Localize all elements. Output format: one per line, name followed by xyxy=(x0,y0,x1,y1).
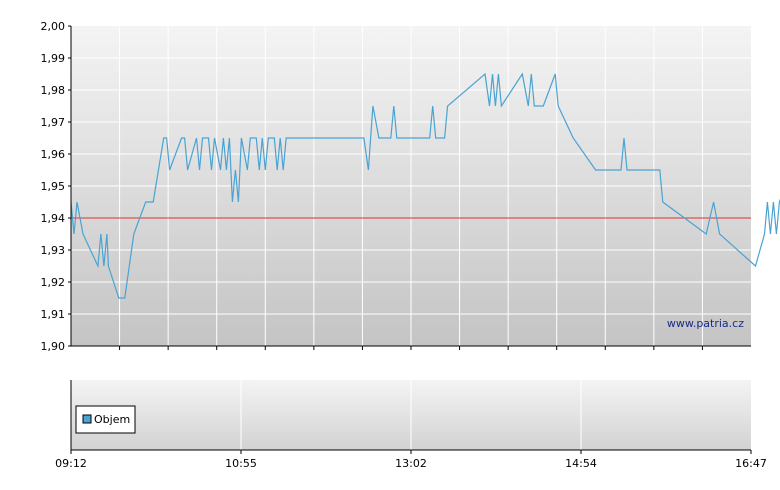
price-grid xyxy=(71,26,751,346)
volume-grid xyxy=(240,380,582,450)
x-tick-label: 16:47 xyxy=(735,457,767,470)
y-tick-label: 1,95 xyxy=(41,180,66,193)
x-tick-label: 10:55 xyxy=(225,457,257,470)
y-axis-labels: 2,00 1,99 1,98 1,97 1,96 1,95 1,94 1,93 1,92 1,91… xyxy=(41,20,71,353)
watermark-text: www.patria.cz xyxy=(667,317,744,330)
y-tick-label: 1,96 xyxy=(41,148,66,161)
y-tick-label: 1,98 xyxy=(41,84,66,97)
x-tick-label: 09:12 xyxy=(55,457,87,470)
legend-swatch xyxy=(82,414,92,424)
volume-legend: Objem xyxy=(75,405,136,434)
price-series-line xyxy=(70,72,780,299)
y-tick-label: 1,91 xyxy=(41,308,66,321)
y-tick-label: 1,93 xyxy=(41,244,66,257)
x-tick-label: 14:54 xyxy=(565,457,597,470)
y-tick-label: 1,92 xyxy=(41,276,66,289)
y-tick-label: 1,90 xyxy=(41,340,66,353)
price-x-ticks xyxy=(119,346,703,350)
y-tick-label: 1,97 xyxy=(41,116,66,129)
y-tick-label: 2,00 xyxy=(41,20,66,33)
y-tick-label: 1,99 xyxy=(41,52,66,65)
x-tick-label: 13:02 xyxy=(395,457,427,470)
legend-label: Objem xyxy=(94,413,130,426)
y-tick-label: 1,94 xyxy=(41,212,66,225)
x-axis-labels: 09:12 10:55 13:02 14:54 16:47 xyxy=(55,450,767,470)
